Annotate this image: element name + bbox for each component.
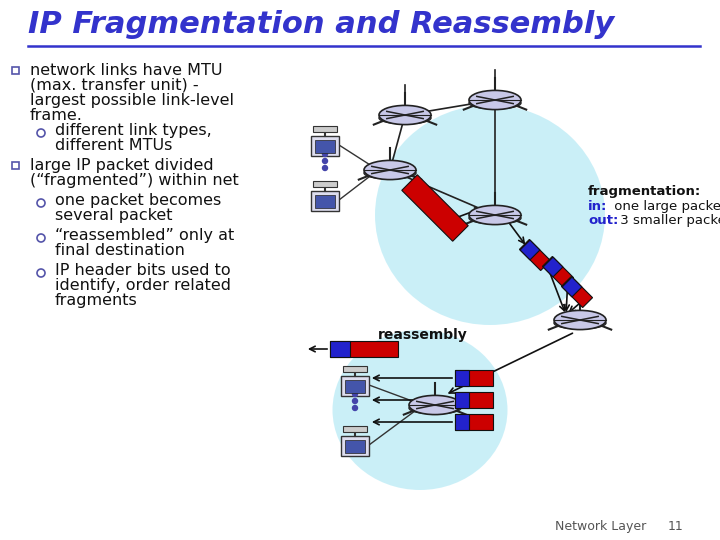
Bar	[330, 341, 398, 357]
Bar	[330, 341, 350, 357]
Ellipse shape	[469, 212, 521, 224]
Bar	[311, 191, 339, 211]
Text: network links have MTU: network links have MTU	[30, 63, 222, 78]
Text: “reassembled” only at: “reassembled” only at	[55, 228, 234, 243]
Ellipse shape	[554, 310, 606, 329]
Text: one packet becomes: one packet becomes	[55, 193, 221, 208]
Text: large IP packet divided: large IP packet divided	[30, 158, 214, 173]
Bar	[315, 140, 335, 153]
Text: fragments: fragments	[55, 293, 138, 308]
Ellipse shape	[333, 330, 508, 490]
Ellipse shape	[379, 112, 431, 124]
Bar	[455, 392, 493, 408]
Bar	[455, 370, 493, 386]
Circle shape	[353, 399, 358, 403]
Text: largest possible link-level: largest possible link-level	[30, 93, 234, 108]
Text: final destination: final destination	[55, 243, 185, 258]
Text: (“fragmented”) within net: (“fragmented”) within net	[30, 173, 239, 188]
Text: frame.: frame.	[30, 108, 83, 123]
Text: in:: in:	[588, 200, 608, 213]
Polygon shape	[543, 257, 563, 277]
Bar	[455, 370, 469, 386]
Ellipse shape	[409, 402, 461, 414]
Ellipse shape	[364, 167, 416, 179]
Bar	[341, 436, 369, 456]
Polygon shape	[520, 240, 540, 260]
Circle shape	[353, 392, 358, 396]
Text: several packet: several packet	[55, 208, 173, 223]
Text: IP header bits used to: IP header bits used to	[55, 263, 230, 278]
Bar	[313, 126, 337, 132]
Circle shape	[323, 152, 328, 157]
Polygon shape	[562, 276, 593, 308]
Ellipse shape	[375, 105, 605, 325]
Text: different MTUs: different MTUs	[55, 138, 172, 153]
Text: reassembly: reassembly	[378, 328, 468, 342]
Text: Network Layer: Network Layer	[555, 520, 647, 533]
Text: 3 smaller packets: 3 smaller packets	[616, 214, 720, 227]
Text: out:: out:	[588, 214, 618, 227]
Bar	[343, 366, 367, 372]
Polygon shape	[562, 277, 582, 297]
Bar	[315, 195, 335, 208]
Polygon shape	[542, 256, 574, 288]
Bar	[455, 414, 493, 430]
Bar	[12, 67, 19, 74]
Circle shape	[323, 165, 328, 171]
Bar	[455, 414, 469, 430]
Text: one large packet: one large packet	[610, 200, 720, 213]
Ellipse shape	[379, 105, 431, 125]
Ellipse shape	[469, 205, 521, 225]
Text: 11: 11	[668, 520, 684, 533]
Text: (max. transfer unit) -: (max. transfer unit) -	[30, 78, 199, 93]
Circle shape	[353, 406, 358, 410]
Text: different link types,: different link types,	[55, 123, 212, 138]
Text: IP Fragmentation and Reassembly: IP Fragmentation and Reassembly	[28, 10, 614, 39]
Bar	[313, 181, 337, 187]
Bar	[341, 376, 369, 396]
Bar	[12, 162, 19, 169]
Bar	[345, 380, 365, 393]
Bar	[311, 136, 339, 156]
Ellipse shape	[469, 97, 521, 109]
Text: fragmentation:: fragmentation:	[588, 185, 701, 198]
Ellipse shape	[469, 90, 521, 110]
Bar	[455, 392, 469, 408]
Bar	[343, 426, 367, 432]
Text: identify, order related: identify, order related	[55, 278, 231, 293]
Bar	[345, 440, 365, 453]
Polygon shape	[519, 239, 551, 271]
Circle shape	[323, 159, 328, 164]
Ellipse shape	[409, 395, 461, 415]
Ellipse shape	[554, 317, 606, 329]
Polygon shape	[402, 175, 468, 241]
Ellipse shape	[364, 160, 416, 180]
